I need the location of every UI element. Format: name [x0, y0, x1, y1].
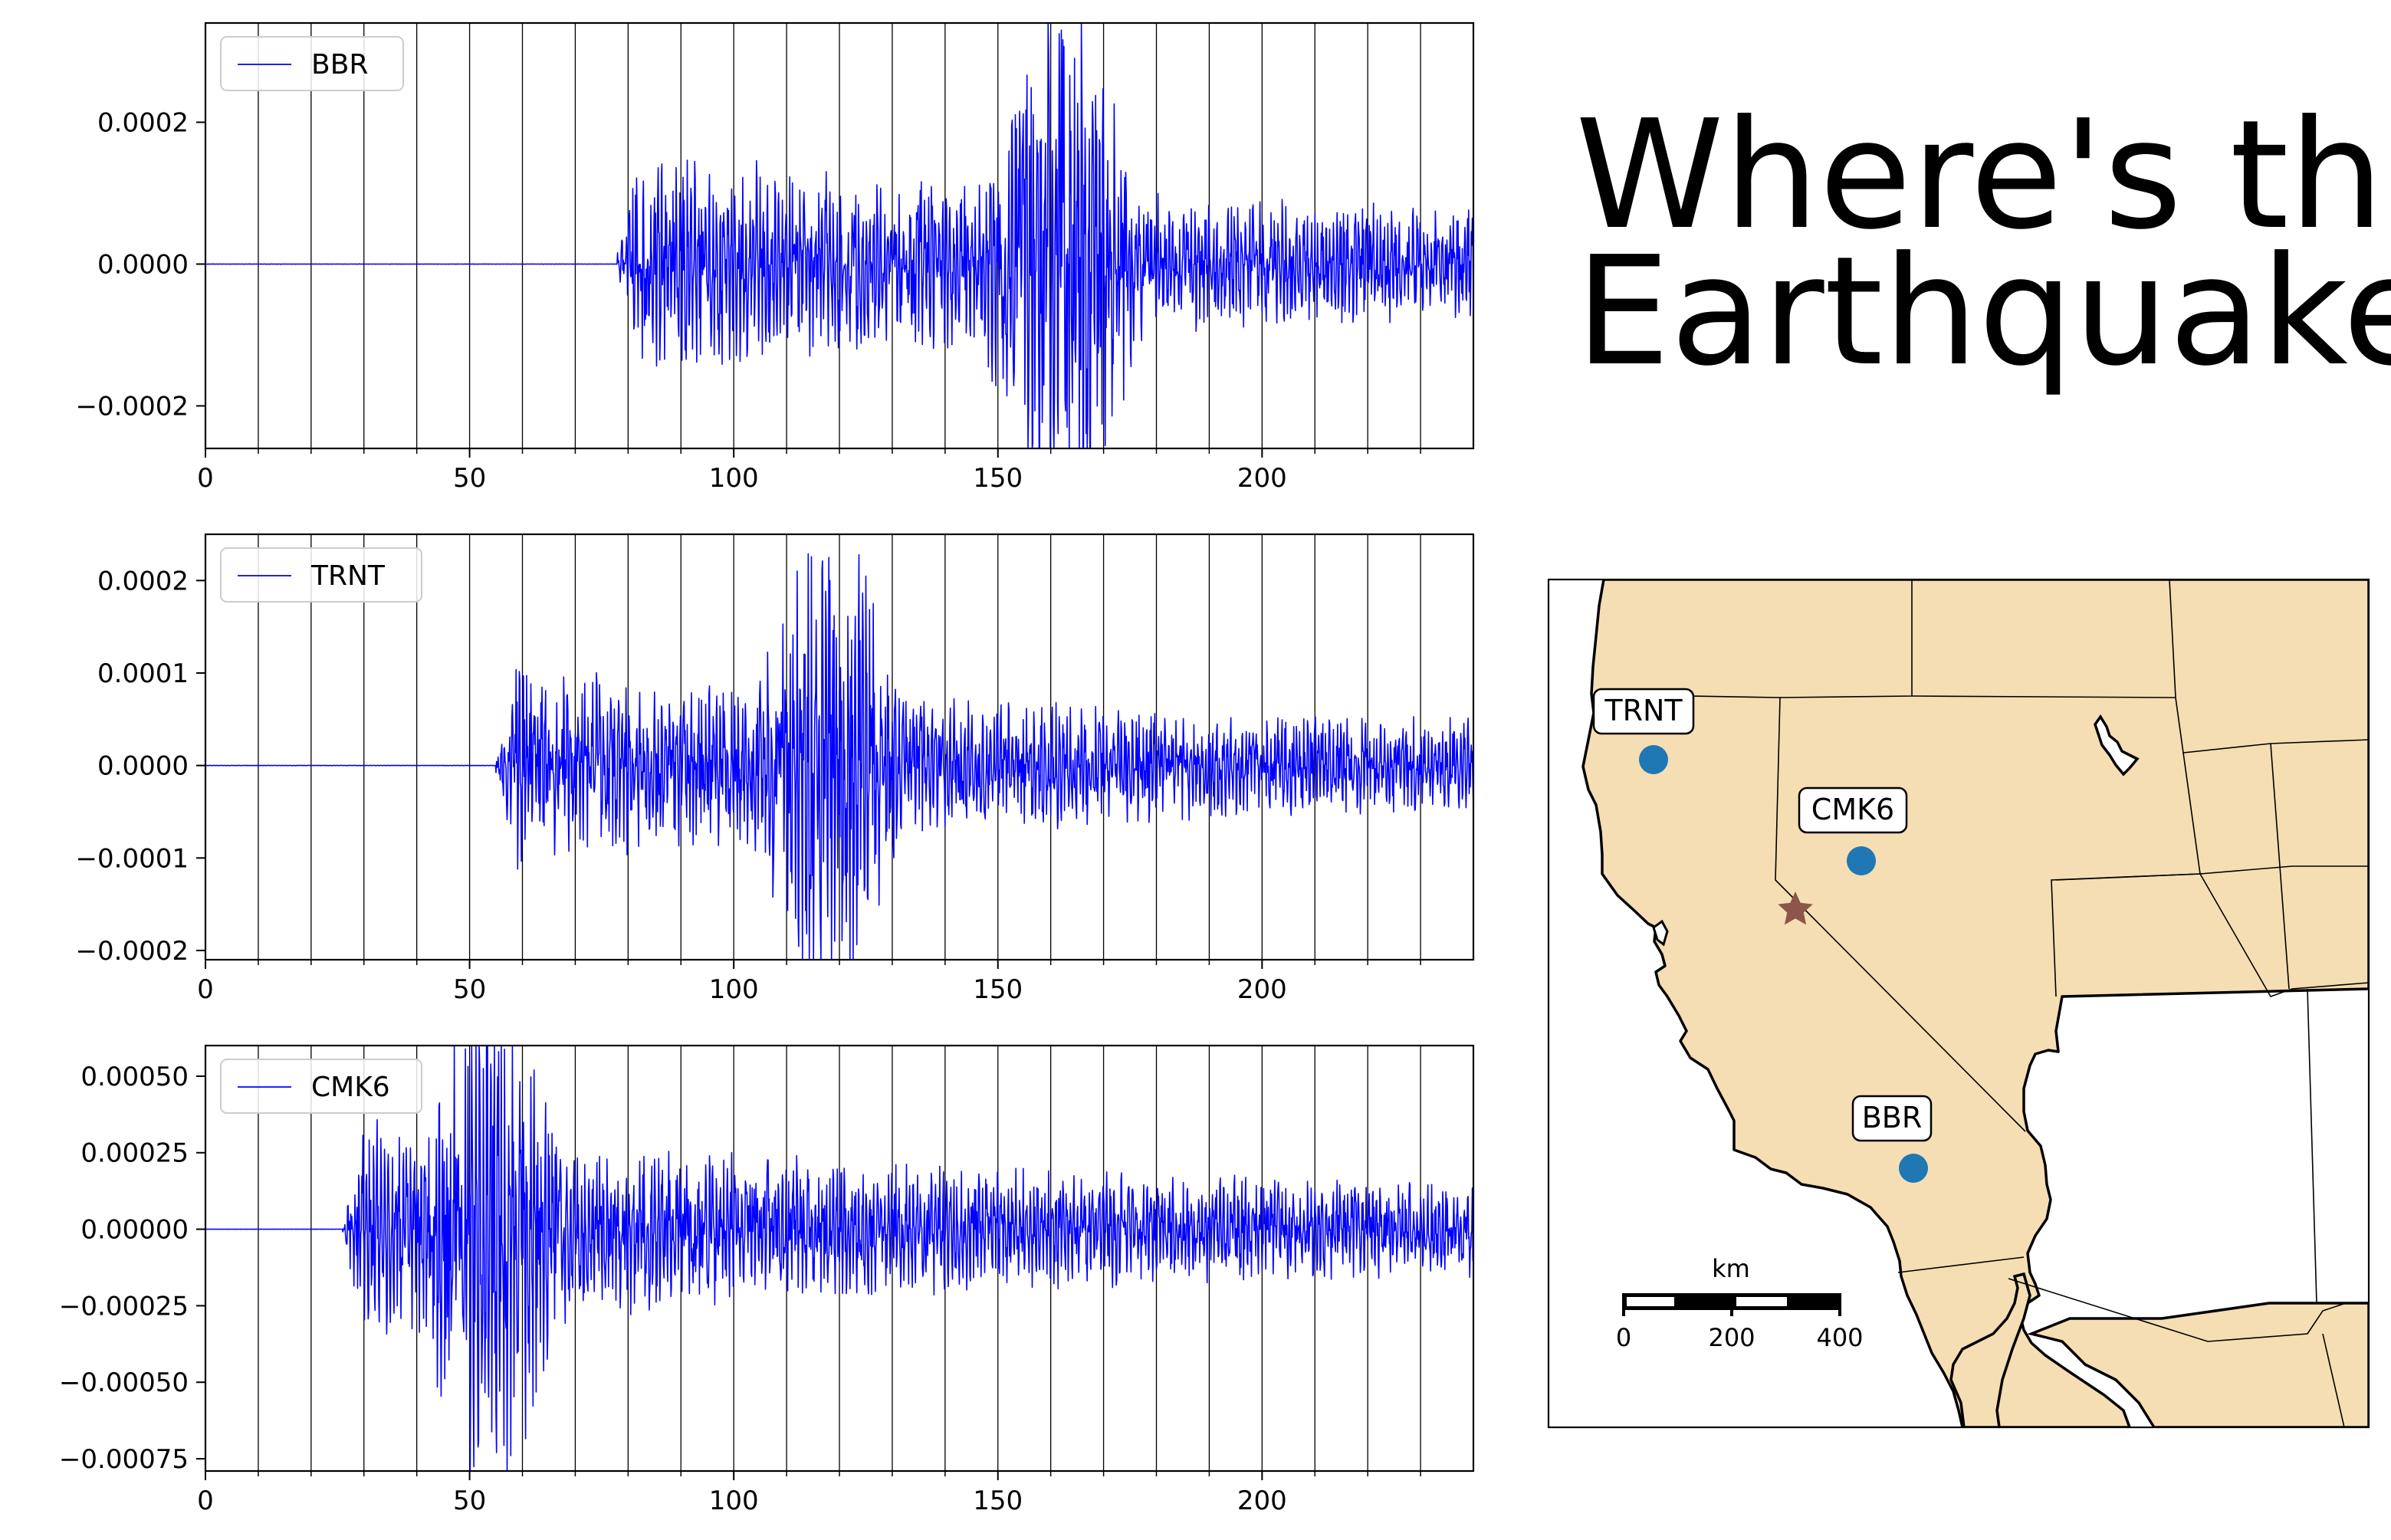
y-tick-label: −0.00025 [59, 1291, 189, 1322]
x-tick-label: 0 [197, 463, 214, 494]
y-tick-label: −0.0002 [76, 392, 189, 422]
x-tick-label: 150 [973, 974, 1023, 1005]
scale-bar-tick [1622, 1293, 1625, 1316]
station-trnt: TRNT [1592, 688, 1695, 774]
map-frame [1547, 578, 2370, 1429]
station-label-box [1851, 1095, 1933, 1142]
trnt-seismogram-panel: 0 50 100 150 200 −0.0002 −0.0001 0.0000 0.0001 0.… [76, 533, 1475, 1005]
legend-box [220, 36, 404, 91]
station-bbr: BBR [1851, 1095, 1933, 1183]
legend: CMK6 [220, 1059, 422, 1114]
x-tick-label: 50 [453, 1486, 486, 1516]
scale-bar-tick [1730, 1293, 1733, 1316]
scale-bar-label-200: 200 [1708, 1323, 1755, 1352]
station-cmk6: CMK6 [1798, 786, 1908, 875]
y-tick-label: 0.00025 [80, 1138, 189, 1169]
x-tick-label: 200 [1237, 463, 1287, 494]
scale-bar-segment [1736, 1297, 1787, 1306]
y-tick-label: −0.00075 [59, 1444, 189, 1475]
scale-bar-unit: km [1712, 1254, 1750, 1283]
great-salt-lake [2094, 714, 2140, 777]
y-tick-label: 0.00050 [80, 1062, 189, 1092]
land-area [1581, 580, 2369, 1427]
station-label: TRNT [1604, 694, 1683, 727]
x-tick-label: 200 [1237, 1486, 1287, 1516]
scale-bar-label-0: 0 [1616, 1323, 1631, 1352]
mexico-mainland [2027, 1302, 2369, 1427]
y-tick-label: −0.00050 [59, 1368, 189, 1398]
bbr-seismogram-panel: 0 50 100 150 200 −0.0002 0.0000 0.0002 BBR [76, 21, 1475, 494]
y-tick-label: 0.0000 [97, 751, 189, 782]
legend-box [220, 1059, 422, 1114]
x-tick-label: 100 [709, 974, 759, 1005]
sf-bay [1652, 919, 1669, 947]
legend: TRNT [220, 547, 422, 603]
waveform-trace [205, 22, 1474, 449]
station-marker [1899, 1154, 1928, 1183]
cmk6-seismogram-panel: 0 50 100 150 200 −0.00075 −0.00050 −0.00025 0.00… [59, 1044, 1475, 1516]
legend-label: BBR [311, 49, 368, 80]
scale-bar-label-400: 400 [1816, 1323, 1863, 1352]
x-tick-label: 50 [453, 974, 486, 1005]
y-tick-label: −0.0001 [76, 843, 189, 874]
station-label-box [1592, 688, 1695, 735]
scale-bar: km 0 200 400 [1616, 1254, 1864, 1352]
axes-frame [204, 533, 1475, 961]
station-marker [1639, 745, 1668, 774]
legend-label: CMK6 [311, 1072, 390, 1103]
legend: BBR [220, 36, 404, 91]
x-tick-label: 0 [197, 1486, 214, 1516]
station-label-box [1798, 786, 1908, 834]
y-tick-label: 0.0000 [97, 250, 189, 281]
legend-label: TRNT [310, 560, 386, 592]
station-map: TRNT CMK6 BBR km 0 200 400 [1547, 578, 2370, 1429]
x-tick-label: 100 [709, 1486, 759, 1516]
scale-bar-segment [1627, 1297, 1674, 1306]
y-tick-label: 0.0002 [97, 566, 189, 596]
y-tick-label: 0.00000 [80, 1215, 189, 1246]
x-tick-label: 100 [709, 463, 759, 494]
title-line-2: Earthquake? [1575, 225, 2391, 399]
epicenter-star-icon [1778, 891, 1813, 925]
station-label: BBR [1862, 1101, 1923, 1134]
baja-peninsula [1949, 1272, 2031, 1427]
x-tick-label: 150 [973, 1486, 1023, 1516]
y-tick-label: −0.0002 [76, 936, 189, 967]
station-label: CMK6 [1811, 793, 1894, 826]
y-tick-label: 0.0002 [97, 108, 189, 139]
x-tick-label: 50 [453, 463, 486, 494]
y-tick-label: 0.0001 [97, 658, 189, 689]
waveform-trace [205, 1045, 1474, 1472]
scale-bar-tick [1838, 1293, 1841, 1316]
title-line-1: Where's the [1575, 88, 2391, 263]
x-tick-label: 150 [973, 463, 1023, 494]
axes-frame [204, 21, 1475, 450]
axes-frame [204, 1044, 1475, 1473]
x-tick-label: 200 [1237, 974, 1287, 1005]
station-marker [1847, 846, 1876, 875]
waveform-trace [205, 553, 1474, 960]
x-tick-label: 0 [197, 974, 214, 1005]
legend-box [220, 547, 422, 603]
